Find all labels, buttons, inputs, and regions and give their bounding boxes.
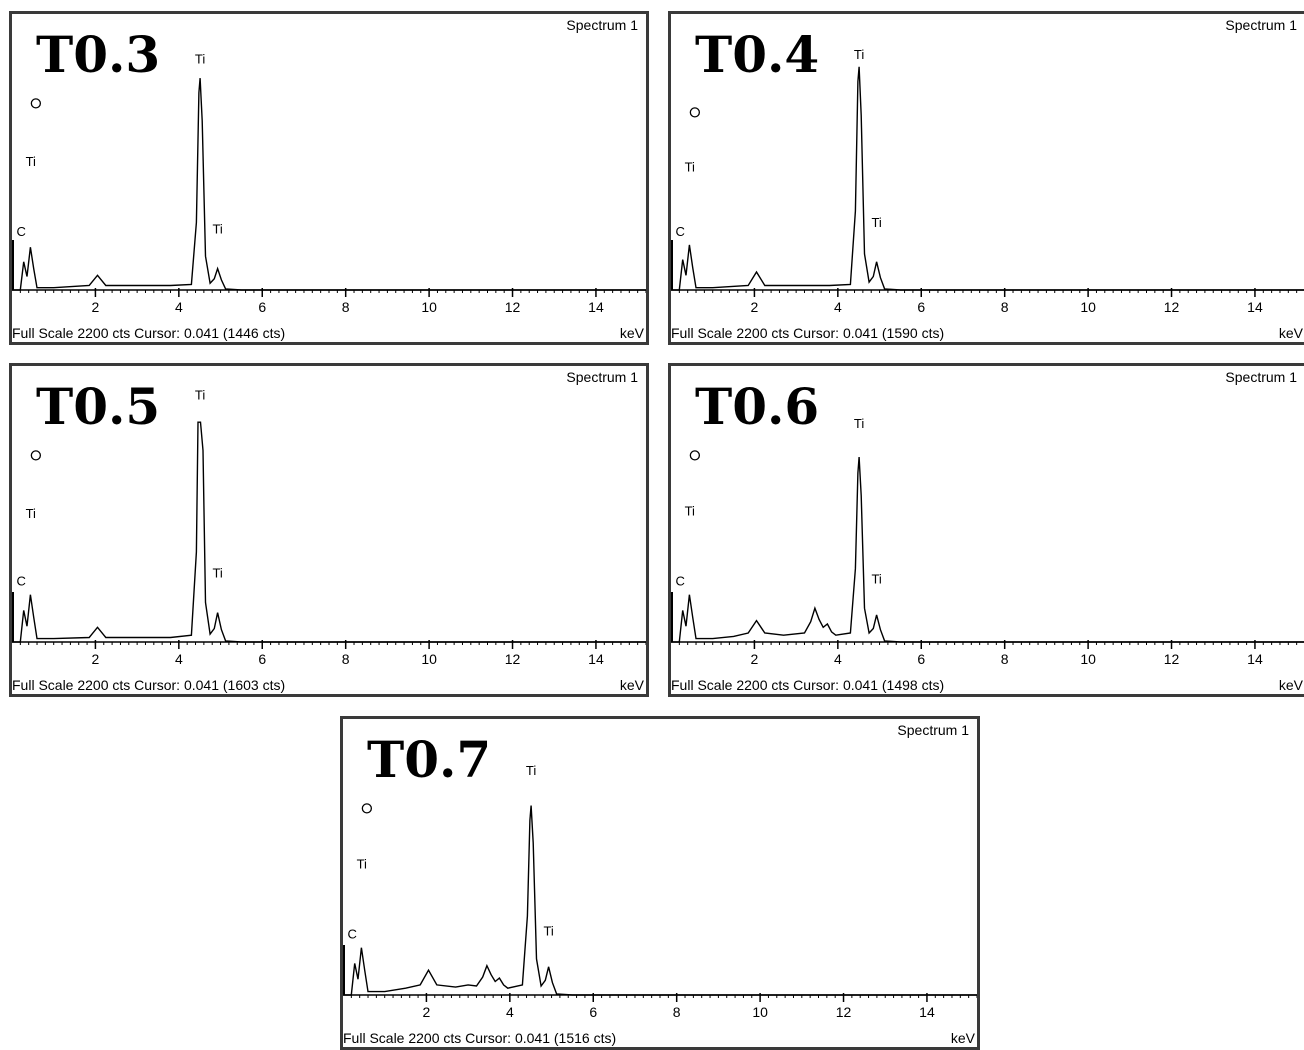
- peak-label-c: C: [675, 224, 684, 239]
- spectrum-plot: 2 4 6 8 10 12 14 Ti C Ti Ti: [671, 416, 1304, 667]
- x-tick-label: 12: [836, 1004, 852, 1020]
- x-tick-label: 4: [506, 1004, 514, 1020]
- spectrum-line: [343, 805, 977, 996]
- spectrum-panel-t04: T0.4 Spectrum 1 2 4 6 8 10 12 14 Ti C Ti Ti Full S…: [668, 11, 1304, 345]
- x-tick-label: 14: [1247, 299, 1263, 315]
- peak-label-o: [361, 803, 373, 814]
- spectrum-line: [12, 78, 646, 291]
- x-tick-label: 4: [834, 651, 842, 667]
- x-tick-label: 10: [1080, 651, 1096, 667]
- peak-label-ti: Ti: [195, 388, 205, 403]
- full-scale-readout: Full Scale 2200 cts Cursor: 0.041 (1590 …: [671, 325, 945, 341]
- peak-label-ti: Ti: [871, 215, 881, 230]
- peak-label-o: [689, 450, 701, 461]
- peak-label-o: [30, 450, 42, 461]
- peak-label-ti: Ti: [26, 154, 36, 169]
- x-tick-label: 10: [1080, 299, 1096, 315]
- spectrum-label: Spectrum 1: [566, 369, 638, 385]
- x-tick-label: 8: [1001, 299, 1009, 315]
- x-tick-label: 14: [588, 651, 604, 667]
- spectrum-plot: 2 4 6 8 10 12 14 Ti C Ti Ti: [671, 47, 1304, 315]
- x-tick-label: 6: [258, 299, 266, 315]
- x-unit-label: keV: [619, 325, 644, 341]
- x-tick-label: 10: [421, 651, 437, 667]
- x-tick-label: 10: [752, 1004, 768, 1020]
- spectrum-label: Spectrum 1: [1225, 369, 1297, 385]
- x-tick-label: 12: [1164, 651, 1180, 667]
- spectrum-label: Spectrum 1: [897, 722, 969, 738]
- panel-title: T0.7: [367, 730, 492, 789]
- peak-label-c: C: [675, 574, 684, 589]
- spectrum-panel-t05: T0.5 Spectrum 1 2 4 6 8 10 12 14 Ti C Ti Ti Full S…: [9, 363, 649, 697]
- peak-label-ti: Ti: [26, 506, 36, 521]
- x-tick-label: 2: [751, 651, 759, 667]
- x-tick-label: 4: [834, 299, 842, 315]
- x-tick-label: 10: [421, 299, 437, 315]
- x-tick-label: 12: [1164, 299, 1180, 315]
- spectrum-plot: 2 4 6 8 10 12 14 Ti C Ti Ti: [12, 388, 646, 667]
- peak-label-ti: Ti: [212, 222, 222, 237]
- x-tick-label: 8: [342, 651, 350, 667]
- spectrum-panel-t06: T0.6 Spectrum 1 2 4 6 8 10 12 14 Ti C Ti Ti Full S…: [668, 363, 1304, 697]
- x-tick-label: 12: [505, 651, 521, 667]
- peak-label-ti: Ti: [685, 160, 695, 175]
- peak-label-ti: Ti: [357, 857, 367, 872]
- peak-label-c: C: [16, 224, 25, 239]
- peak-label-c: C: [16, 574, 25, 589]
- peak-label-ti: Ti: [854, 47, 864, 62]
- x-unit-label: keV: [619, 677, 644, 693]
- full-scale-readout: Full Scale 2200 cts Cursor: 0.041 (1498 …: [671, 677, 945, 693]
- x-tick-label: 14: [588, 299, 604, 315]
- x-tick-label: 2: [92, 651, 100, 667]
- x-tick-label: 6: [917, 651, 925, 667]
- x-tick-label: 12: [505, 299, 521, 315]
- panel-title: T0.3: [36, 25, 161, 84]
- panel-title: T0.5: [36, 377, 161, 436]
- peak-label-ti: Ti: [526, 763, 536, 778]
- peak-label-ti: Ti: [685, 504, 695, 519]
- full-scale-readout: Full Scale 2200 cts Cursor: 0.041 (1516 …: [343, 1030, 617, 1046]
- spectrum-panel-t07: T0.7 Spectrum 1 2 4 6 8 10 12 14 Ti C Ti Ti Full S…: [340, 716, 980, 1050]
- spectrum-plot: 2 4 6 8 10 12 14 Ti C Ti Ti: [12, 51, 646, 315]
- spectrum-line: [12, 421, 646, 643]
- x-tick-label: 6: [917, 299, 925, 315]
- spectrum-plot: 2 4 6 8 10 12 14 Ti C Ti Ti: [343, 763, 977, 1020]
- x-unit-label: keV: [950, 1030, 975, 1046]
- peak-label-ti: Ti: [854, 416, 864, 431]
- spectrum-line: [671, 457, 1304, 643]
- peak-label-o: [689, 107, 701, 118]
- x-unit-label: keV: [1278, 677, 1303, 693]
- spectrum-line: [671, 66, 1304, 291]
- peak-label-ti: Ti: [212, 566, 222, 581]
- peak-label-ti: Ti: [195, 51, 205, 66]
- x-tick-label: 2: [423, 1004, 431, 1020]
- x-unit-label: keV: [1278, 325, 1303, 341]
- x-tick-label: 2: [92, 299, 100, 315]
- x-tick-label: 8: [342, 299, 350, 315]
- full-scale-readout: Full Scale 2200 cts Cursor: 0.041 (1603 …: [12, 677, 286, 693]
- panel-title: T0.6: [695, 377, 820, 436]
- x-tick-label: 4: [175, 299, 183, 315]
- peak-label-ti: Ti: [543, 923, 553, 938]
- spectrum-label: Spectrum 1: [1225, 17, 1297, 33]
- spectrum-panel-t03: T0.3 Spectrum 1 2 4 6 8 10 12 14 Ti C Ti Ti Full S…: [9, 11, 649, 345]
- x-tick-label: 14: [1247, 651, 1263, 667]
- x-tick-label: 6: [258, 651, 266, 667]
- x-tick-label: 6: [589, 1004, 597, 1020]
- x-tick-label: 8: [673, 1004, 681, 1020]
- full-scale-readout: Full Scale 2200 cts Cursor: 0.041 (1446 …: [12, 325, 286, 341]
- peak-label-ti: Ti: [871, 571, 881, 586]
- x-tick-label: 4: [175, 651, 183, 667]
- spectrum-label: Spectrum 1: [566, 17, 638, 33]
- peak-label-o: [30, 98, 42, 109]
- x-tick-label: 14: [919, 1004, 935, 1020]
- x-tick-label: 8: [1001, 651, 1009, 667]
- x-tick-label: 2: [751, 299, 759, 315]
- peak-label-c: C: [347, 927, 356, 942]
- panel-title: T0.4: [695, 25, 820, 84]
